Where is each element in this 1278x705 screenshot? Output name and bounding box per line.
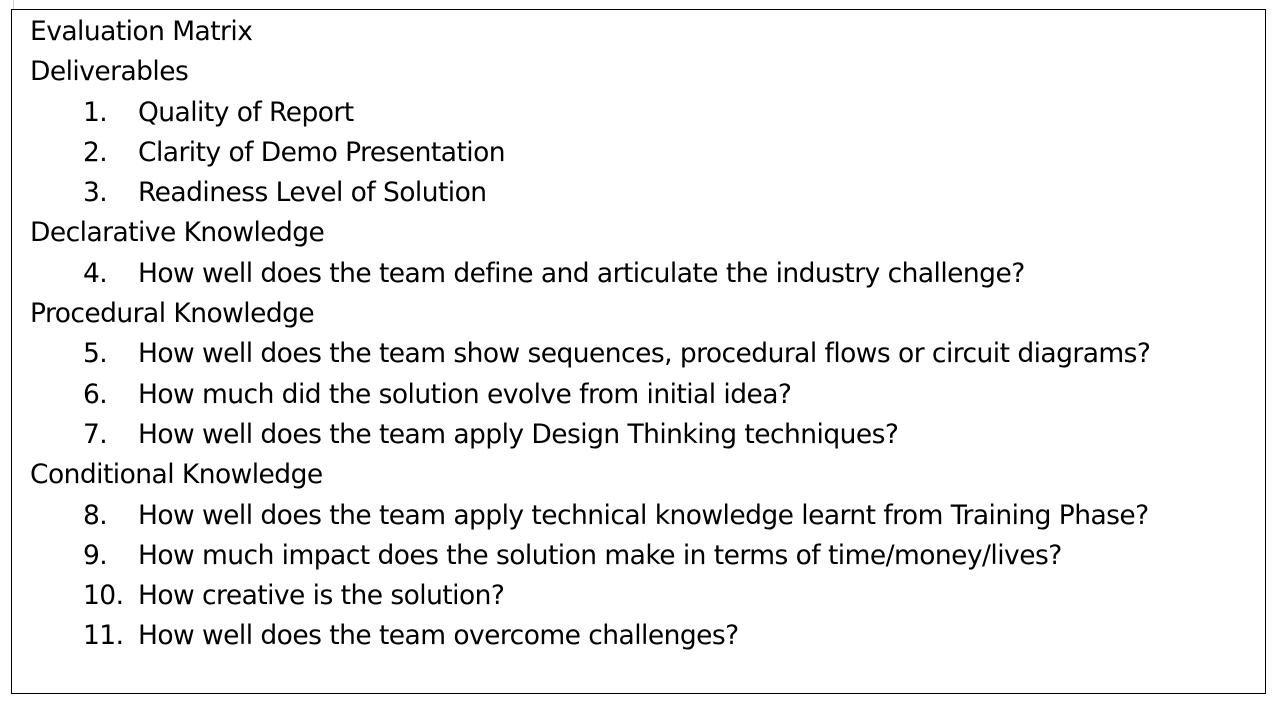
list-item-number: 11. xyxy=(83,620,124,652)
list-item: 7. How well does the team apply Design T… xyxy=(30,415,1255,455)
list-item: 2. Clarity of Demo Presentation xyxy=(30,133,1255,173)
list-item: 8. How well does the team apply technica… xyxy=(30,496,1255,536)
page-edge-mark xyxy=(13,0,14,10)
list-item: 5. How well does the team show sequences… xyxy=(30,334,1255,374)
list-item-number: 8. xyxy=(83,499,108,531)
evaluation-matrix-content: Evaluation Matrix Deliverables 1. Qualit… xyxy=(30,12,1255,657)
list-item-number: 2. xyxy=(83,136,108,168)
section-heading-declarative-knowledge: Declarative Knowledge xyxy=(30,217,325,249)
list-item-text: How well does the team apply Design Thin… xyxy=(138,418,899,450)
section-heading-procedural-knowledge: Procedural Knowledge xyxy=(30,298,315,330)
list-item-text: How well does the team define and articu… xyxy=(138,257,1025,289)
list-item-number: 4. xyxy=(83,257,108,289)
list-item: 1. Quality of Report xyxy=(30,93,1255,133)
list-item: 9. How much impact does the solution mak… xyxy=(30,536,1255,576)
list-item: 4. How well does the team define and art… xyxy=(30,254,1255,294)
list-item-number: 6. xyxy=(83,378,108,410)
list-item: 3. Readiness Level of Solution xyxy=(30,173,1255,213)
list-item: 11. How well does the team overcome chal… xyxy=(30,616,1255,656)
list-item-text: How much impact does the solution make i… xyxy=(138,539,1062,571)
list-item-number: 10. xyxy=(83,580,124,612)
evaluation-matrix-box: Evaluation Matrix Deliverables 1. Qualit… xyxy=(11,9,1266,694)
list-item-text: Quality of Report xyxy=(138,96,354,128)
list-item-text: How well does the team show sequences, p… xyxy=(138,338,1151,370)
list-item: 10. How creative is the solution? xyxy=(30,576,1255,616)
list-item-number: 7. xyxy=(83,418,108,450)
list-item-text: How much did the solution evolve from in… xyxy=(138,378,792,410)
section-heading-conditional-knowledge: Conditional Knowledge xyxy=(30,459,323,491)
list-item-text: How creative is the solution? xyxy=(138,580,505,612)
section-heading-deliverables: Deliverables xyxy=(30,56,189,88)
list-item-text: How well does the team apply technical k… xyxy=(138,499,1149,531)
list-item-text: How well does the team overcome challeng… xyxy=(138,620,739,652)
list-item-text: Readiness Level of Solution xyxy=(138,177,487,209)
document-title: Evaluation Matrix xyxy=(30,16,253,47)
list-item-number: 9. xyxy=(83,539,108,571)
list-item: 6. How much did the solution evolve from… xyxy=(30,375,1255,415)
list-item-text: Clarity of Demo Presentation xyxy=(138,136,506,168)
list-item-number: 5. xyxy=(83,338,108,370)
list-item-number: 1. xyxy=(83,96,108,128)
list-item-number: 3. xyxy=(83,177,108,209)
